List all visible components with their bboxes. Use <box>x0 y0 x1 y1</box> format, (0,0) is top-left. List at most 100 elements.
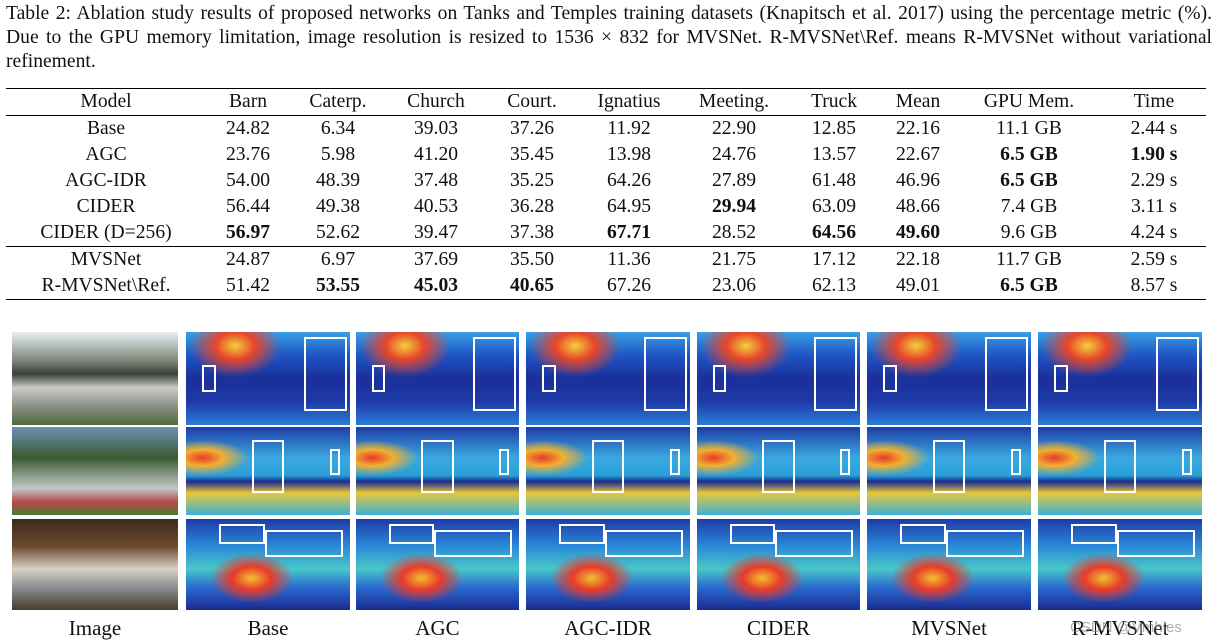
table-cell: 1.90 s <box>1130 144 1178 165</box>
table-cell: 22.16 <box>895 118 941 139</box>
table-cell: 2.29 s <box>1130 170 1178 191</box>
table-cell: 2.59 s <box>1130 249 1178 270</box>
table-cell: 37.26 <box>509 118 555 139</box>
highlight-box <box>434 529 513 558</box>
depth-map <box>526 332 690 425</box>
column-header: Ignatius <box>597 91 661 112</box>
depth-map <box>186 519 350 610</box>
table-cell: 37.69 <box>413 249 459 270</box>
table-cell: 22.67 <box>895 144 941 165</box>
table-row: Base 24.82 6.34 39.03 37.26 11.92 22.90 12.85 22… <box>6 116 1206 143</box>
table-cell: 13.57 <box>811 144 857 165</box>
header-row: Model Barn Caterp. Church Court. Ignatius Meet… <box>6 88 1206 116</box>
highlight-box <box>1054 364 1068 393</box>
table-cell: 48.66 <box>895 196 941 217</box>
table-cell: 62.13 <box>811 275 857 296</box>
table-cell: 7.4 GB <box>1000 196 1058 217</box>
column-header: Model <box>80 91 132 112</box>
highlight-box <box>1103 440 1137 493</box>
highlight-box <box>264 529 344 558</box>
table-cell: 27.89 <box>711 170 757 191</box>
column-header: Mean <box>895 91 941 112</box>
table-cell: 6.5 GB <box>1000 144 1058 165</box>
model-name: AGC <box>85 144 127 165</box>
table-cell: 24.82 <box>225 118 271 139</box>
table-cell: 39.47 <box>413 222 459 243</box>
model-name: MVSNet <box>70 249 142 270</box>
highlight-box <box>945 529 1025 558</box>
depth-map <box>697 332 860 425</box>
table-row: R-MVSNet\Ref. 51.42 53.55 45.03 40.65 67.26 23… <box>6 273 1206 300</box>
table-cell: 17.12 <box>811 249 857 270</box>
highlight-box <box>729 523 776 544</box>
table-body: Base 24.82 6.34 39.03 37.26 11.92 22.90 12.85 22… <box>6 116 1206 300</box>
column-header: GPU Mem. <box>983 91 1075 112</box>
depth-map <box>1038 332 1202 425</box>
table-cell: 49.01 <box>895 275 941 296</box>
photo <box>12 332 178 425</box>
highlight-box <box>1070 523 1117 544</box>
table-cell: 45.03 <box>413 275 459 296</box>
depth-map <box>867 427 1031 515</box>
table-cell: 67.26 <box>606 275 652 296</box>
table-cell: 24.76 <box>711 144 757 165</box>
watermark: CSDN @Vmhles <box>1070 619 1182 636</box>
table-cell: 53.55 <box>315 275 361 296</box>
table-cell: 39.03 <box>413 118 459 139</box>
table-cell: 3.11 s <box>1130 196 1178 217</box>
table-cell: 56.97 <box>225 222 271 243</box>
model-name: CIDER <box>76 196 136 217</box>
photo <box>12 519 178 610</box>
table-cell: 48.39 <box>315 170 361 191</box>
table-cell: 41.20 <box>413 144 459 165</box>
table-row: AGC 23.76 5.98 41.20 35.45 13.98 24.76 13.57 22.… <box>6 142 1206 168</box>
depth-map <box>526 519 690 610</box>
table-cell: 36.28 <box>509 196 555 217</box>
table-cell: 23.06 <box>711 275 757 296</box>
highlight-box <box>762 440 795 493</box>
highlight-box <box>421 440 454 493</box>
table-cell: 28.52 <box>711 222 757 243</box>
table-cell: 64.56 <box>811 222 857 243</box>
highlight-box <box>251 440 285 493</box>
highlight-box <box>670 449 681 476</box>
table-cell: 67.71 <box>606 222 652 243</box>
table-cell: 35.45 <box>509 144 555 165</box>
highlight-box <box>814 336 857 412</box>
table-cell: 49.38 <box>315 196 361 217</box>
table-cell: 11.92 <box>607 118 651 139</box>
depth-map <box>356 332 519 425</box>
depth-map <box>697 519 860 610</box>
column-header: Caterp. <box>309 91 367 112</box>
table-cell: 29.94 <box>711 196 757 217</box>
table-row: CIDER 56.44 49.38 40.53 36.28 64.95 29.94 63.09… <box>6 194 1206 220</box>
figure-label: R-MVSNet <box>1071 616 1169 640</box>
highlight-box <box>218 523 265 544</box>
model-name: Base <box>86 118 126 139</box>
table-cell: 64.26 <box>606 170 652 191</box>
table-cell: 22.90 <box>711 118 757 139</box>
table-cell: 6.34 <box>320 118 356 139</box>
table-row: AGC-IDR 54.00 48.39 37.48 35.25 64.26 27.89 61.… <box>6 168 1206 194</box>
depth-map <box>186 427 350 515</box>
column-header: Court. <box>507 91 557 112</box>
depth-map <box>356 427 519 515</box>
depth-map <box>697 427 860 515</box>
highlight-box <box>644 336 687 412</box>
table-cell: 13.98 <box>606 144 652 165</box>
table-cell: 11.36 <box>607 249 651 270</box>
table-cell: 11.1 GB <box>996 118 1062 139</box>
depth-map <box>867 519 1031 610</box>
table-cell: 64.95 <box>606 196 652 217</box>
model-name: R-MVSNet\Ref. <box>41 275 171 296</box>
table-cell: 5.98 <box>320 144 356 165</box>
highlight-box <box>1182 449 1193 476</box>
table-cell: 6.5 GB <box>1000 275 1058 296</box>
table-cell: 22.18 <box>895 249 941 270</box>
table-cell: 6.5 GB <box>1000 170 1058 191</box>
table-cell: 6.97 <box>320 249 356 270</box>
table-row: MVSNet 24.87 6.97 37.69 35.50 11.36 21.75 17.12… <box>6 246 1206 274</box>
highlight-box <box>713 364 727 393</box>
highlight-box <box>473 336 516 412</box>
highlight-box <box>499 449 510 476</box>
